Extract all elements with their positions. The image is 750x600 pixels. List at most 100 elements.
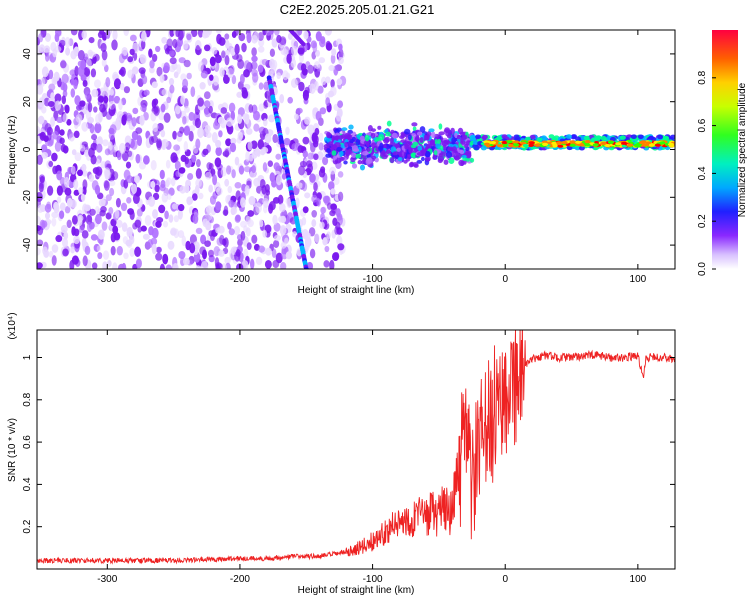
heatmap-cell xyxy=(103,167,111,177)
heatmap-cell xyxy=(70,88,76,98)
heatmap-cell xyxy=(186,33,192,41)
heatmap-cell xyxy=(51,217,57,227)
heatmap-cell xyxy=(279,224,287,236)
heatmap-cell xyxy=(73,130,80,139)
heatmap-cell xyxy=(338,57,344,65)
heatmap-cell xyxy=(226,117,234,128)
heatmap-cell xyxy=(118,99,123,111)
heatmap-cell xyxy=(240,230,246,241)
heatmap-cell xyxy=(155,45,161,53)
heatmap-cell xyxy=(348,124,354,130)
heatmap-cell xyxy=(416,131,423,136)
heatmap-cell xyxy=(351,152,357,158)
heatmap-cell xyxy=(37,247,41,256)
heatmap-cell xyxy=(313,153,319,161)
y-tick-label: 0.6 xyxy=(22,435,33,449)
heatmap-cell xyxy=(637,134,644,140)
heatmap-cell xyxy=(64,104,70,114)
heatmap-cell xyxy=(122,236,129,245)
heatmap-cell xyxy=(473,145,480,151)
heatmap-cell xyxy=(390,146,397,153)
heatmap-cell xyxy=(302,136,310,145)
heatmap-cell xyxy=(441,140,448,147)
heatmap-cell xyxy=(454,132,458,139)
heatmap-cell xyxy=(592,143,599,147)
heatmap-cell xyxy=(234,156,240,166)
heatmap-cell xyxy=(153,105,160,116)
heatmap-cell xyxy=(165,264,173,269)
heatmap-cell xyxy=(224,256,231,265)
heatmap-cell xyxy=(76,104,82,111)
heatmap-cell xyxy=(134,246,142,258)
heatmap-cell xyxy=(469,157,475,163)
heatmap-cell xyxy=(324,30,332,36)
heatmap-cell xyxy=(621,141,628,145)
heatmap-cell xyxy=(135,258,142,269)
heatmap-cell xyxy=(108,180,116,187)
heatmap-cell xyxy=(37,215,41,225)
heatmap-cell xyxy=(351,163,358,169)
heatmap-cell xyxy=(355,153,362,159)
heatmap-cell xyxy=(302,206,309,214)
heatmap-cell xyxy=(184,105,190,113)
heatmap-cell xyxy=(44,52,50,62)
heatmap-cell xyxy=(439,145,444,151)
heatmap-cell xyxy=(102,261,108,269)
colorbar-tick-label: 0.4 xyxy=(697,166,708,180)
heatmap-cell xyxy=(429,139,436,145)
heatmap-cell xyxy=(269,58,275,69)
heatmap-cell xyxy=(542,142,549,146)
heatmap-cell xyxy=(179,126,185,134)
heatmap-cell xyxy=(262,162,268,172)
heatmap-cell xyxy=(366,157,373,164)
heatmap-cell xyxy=(411,122,418,127)
heatmap-cell xyxy=(112,225,119,235)
heatmap-cell xyxy=(126,226,133,237)
heatmap-cell xyxy=(64,205,71,214)
heatmap-cell xyxy=(136,135,143,147)
heatmap-cell xyxy=(48,83,56,91)
heatmap-cell xyxy=(100,42,107,53)
heatmap-cell xyxy=(311,194,318,203)
heatmap-cell xyxy=(223,237,229,248)
heatmap-cell xyxy=(82,255,88,267)
heatmap-cell xyxy=(304,192,311,199)
x-tick-label: -100 xyxy=(363,574,383,585)
heatmap-cell xyxy=(551,141,558,146)
heatmap-cell xyxy=(62,113,68,123)
heatmap-cell xyxy=(204,171,212,180)
heatmap-cell xyxy=(159,263,166,269)
heatmap-cell xyxy=(251,234,258,244)
heatmap-cell xyxy=(73,189,80,196)
heatmap-cell xyxy=(262,229,268,238)
heatmap-cell xyxy=(116,245,123,256)
heatmap-cell xyxy=(70,30,78,36)
heatmap-cell xyxy=(425,155,431,162)
heatmap-cell xyxy=(39,44,45,53)
heatmap-cell xyxy=(189,242,196,254)
heatmap-cell xyxy=(291,143,299,152)
heatmap-cell xyxy=(338,135,344,140)
heatmap-cell xyxy=(130,139,138,150)
heatmap-cell xyxy=(151,81,158,89)
heatmap-cell xyxy=(304,240,310,251)
heatmap-cell xyxy=(329,259,335,269)
heatmap-cell xyxy=(361,154,367,159)
heatmap-cell xyxy=(433,150,438,156)
heatmap-cell xyxy=(364,134,370,142)
heatmap-cell xyxy=(88,36,95,44)
heatmap-cell xyxy=(64,36,71,48)
heatmap-cell xyxy=(37,155,42,166)
heatmap-cell xyxy=(160,103,166,113)
heatmap-cell xyxy=(393,137,397,142)
heatmap-cell xyxy=(292,231,298,238)
heatmap-cell xyxy=(338,43,343,52)
heatmap-cell xyxy=(113,95,121,104)
heatmap-cell xyxy=(166,38,174,49)
heatmap-cell xyxy=(182,257,190,266)
heatmap-cell xyxy=(326,231,331,240)
colorbar-tick-label: 0.6 xyxy=(697,118,708,132)
heatmap-cell xyxy=(355,138,361,146)
heatmap-cell xyxy=(162,65,170,74)
colorbar-label: Normalized spectral amplitude xyxy=(737,82,748,217)
